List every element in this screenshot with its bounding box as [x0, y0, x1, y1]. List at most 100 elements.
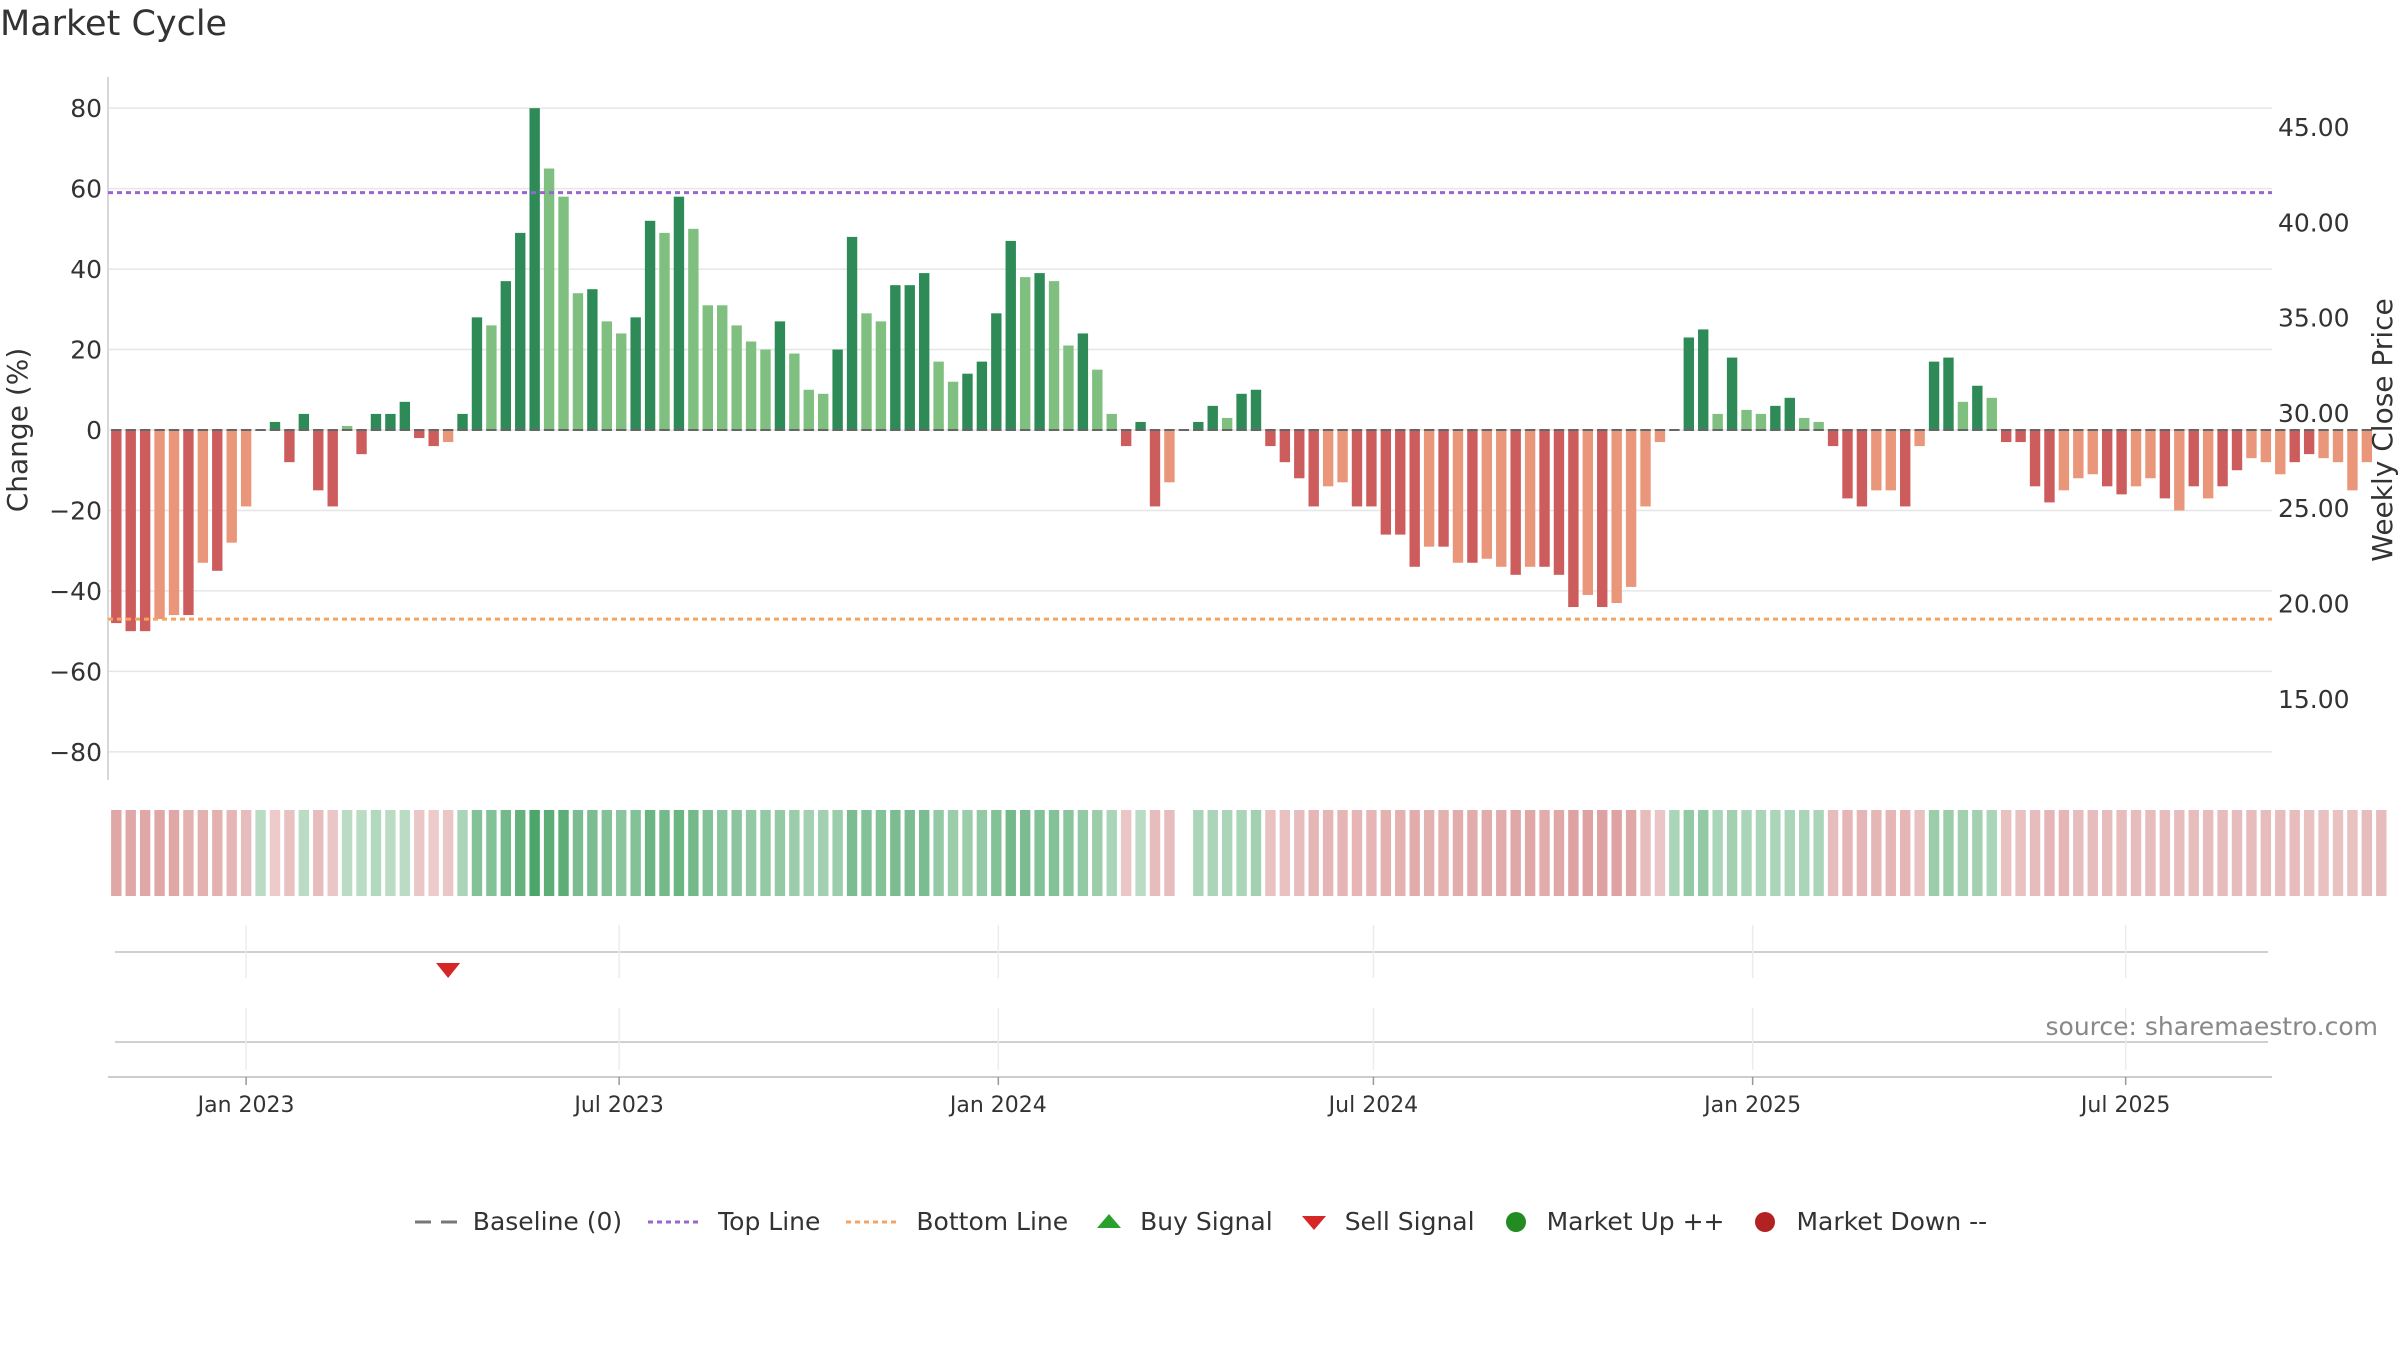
baseline-dash	[1698, 429, 1709, 431]
market-state-cell	[1856, 810, 1868, 896]
legend-green-dot-icon	[1505, 1211, 1526, 1232]
change-bar	[1510, 430, 1521, 575]
market-state-cell	[2159, 810, 2171, 896]
baseline-dash	[1770, 429, 1781, 431]
change-bar	[1294, 430, 1305, 479]
source-note: source: sharemaestro.com	[2045, 1012, 2379, 1041]
baseline-dash	[111, 429, 122, 431]
change-bar	[515, 232, 526, 430]
market-state-cell	[991, 810, 1002, 896]
x-tick-label: Jul 2025	[2079, 1093, 2171, 1118]
baseline-dash	[558, 429, 569, 431]
baseline-dash	[760, 429, 771, 431]
change-bar	[1986, 397, 1997, 430]
change-bar	[399, 401, 411, 430]
change-bar	[1481, 430, 1493, 559]
market-state-cell	[1712, 810, 1723, 896]
baseline-dash	[212, 429, 223, 431]
change-bar	[1250, 389, 1262, 430]
market-state-cell	[1683, 810, 1694, 896]
market-state-cell	[356, 810, 367, 896]
baseline-dash	[731, 429, 742, 431]
change-bar	[2058, 430, 2070, 491]
change-bar	[1221, 417, 1233, 430]
market-state-cell	[500, 810, 512, 896]
baseline-dash	[1193, 429, 1204, 431]
market-state-cell	[659, 810, 670, 896]
baseline-dash	[154, 429, 165, 431]
market-state-cell	[154, 810, 165, 896]
change-bar	[500, 281, 512, 430]
market-state-cell	[183, 810, 194, 896]
market-state-cell	[1914, 810, 1925, 896]
baseline-dash	[861, 429, 872, 431]
baseline-dash	[1337, 429, 1348, 431]
market-state-cell	[774, 810, 786, 896]
baseline-dash	[1481, 429, 1493, 431]
baseline-dash	[1539, 429, 1550, 431]
baseline-dash	[385, 429, 396, 431]
change-bar	[1943, 357, 1954, 430]
market-state-cell	[284, 810, 295, 896]
change-bar	[760, 349, 771, 430]
y-tick-label: −20	[49, 496, 102, 525]
change-bar	[356, 430, 367, 455]
change-bar	[875, 321, 887, 430]
baseline-dash	[1885, 429, 1896, 431]
y-tick-label: −60	[49, 657, 102, 686]
y-tick-label: −80	[49, 738, 102, 767]
change-bar	[284, 430, 295, 463]
baseline-dash	[2058, 429, 2070, 431]
baseline-dash	[2116, 429, 2127, 431]
change-bar	[601, 321, 612, 430]
baseline-dash	[2044, 429, 2055, 431]
baseline-dash	[572, 429, 584, 431]
baseline-dash	[2275, 429, 2286, 431]
baseline-dash	[2260, 429, 2272, 431]
baseline-dash	[1827, 429, 1839, 431]
baseline-dash	[1553, 429, 1565, 431]
baseline-dash	[370, 429, 382, 431]
market-state-cell	[803, 810, 814, 896]
market-state-cell	[1698, 810, 1709, 896]
baseline-dash	[1438, 429, 1449, 431]
baseline-dash	[1178, 429, 1190, 431]
market-state-cell	[760, 810, 771, 896]
market-state-cell	[890, 810, 901, 896]
change-bar	[2073, 430, 2084, 479]
market-state-cell	[125, 810, 136, 896]
change-bar	[1380, 430, 1392, 535]
change-bar	[861, 313, 872, 430]
market-cycle-chart: 80 60 40 20 0 −20 −40 −60 −80 45.00 40.00 35.00 30.0…	[1, 77, 2399, 1118]
baseline-dash	[1683, 429, 1694, 431]
baseline-dash	[1524, 429, 1536, 431]
market-state-cell	[2087, 810, 2098, 896]
change-bar	[630, 317, 641, 430]
market-state-cell	[688, 810, 699, 896]
x-tick-label: Jan 2023	[196, 1093, 295, 1118]
baseline-dash	[702, 429, 713, 431]
legend-label: Baseline (0)	[472, 1207, 623, 1236]
baseline-dash	[1207, 429, 1218, 431]
change-bar	[1351, 430, 1363, 507]
baseline-dash	[918, 429, 930, 431]
market-state-cell	[673, 810, 685, 896]
change-bar	[1395, 430, 1406, 535]
legend-red-dot-icon	[1755, 1211, 1776, 1232]
baseline-dash	[1784, 429, 1795, 431]
x-tick-label: Jul 2023	[572, 1093, 664, 1118]
change-bar	[183, 430, 194, 616]
change-bar	[1755, 413, 1767, 430]
baseline-dash	[298, 429, 310, 431]
market-state-cell	[587, 810, 598, 896]
market-state-cell	[818, 810, 829, 896]
change-bar	[313, 430, 324, 491]
change-bar	[139, 430, 151, 632]
market-state-cell	[875, 810, 887, 896]
market-state-cell	[1366, 810, 1377, 896]
baseline-dash	[1640, 429, 1651, 431]
x-tick-label: Jan 2024	[948, 1093, 1047, 1118]
change-bar	[2260, 430, 2272, 463]
change-bar	[1856, 430, 1868, 507]
baseline-dash	[587, 429, 598, 431]
